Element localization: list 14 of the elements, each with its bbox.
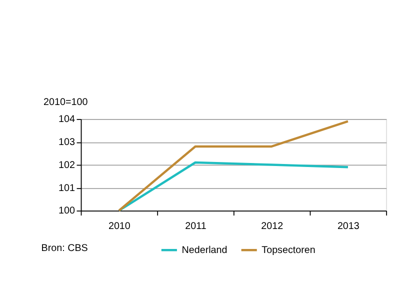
legend-label: Nederland [182, 244, 228, 256]
y-tick-label: 103 [58, 137, 76, 148]
y-axis-title: 2010=100 [44, 97, 88, 108]
x-tick-label: 2011 [185, 220, 206, 232]
y-tick-label: 102 [58, 160, 75, 171]
y-tick-label: 101 [58, 182, 75, 194]
x-tick-label: 2013 [337, 220, 360, 232]
y-tick-label: 100 [58, 206, 76, 217]
line-series [118, 161, 350, 212]
x-tick-label: 2010 [108, 220, 131, 232]
y-tick-label: 104 [58, 114, 76, 126]
text: Bron: CBS [41, 242, 88, 254]
legend-label: Topsectoren [262, 244, 316, 256]
x-tick-label: 2012 [261, 220, 284, 232]
